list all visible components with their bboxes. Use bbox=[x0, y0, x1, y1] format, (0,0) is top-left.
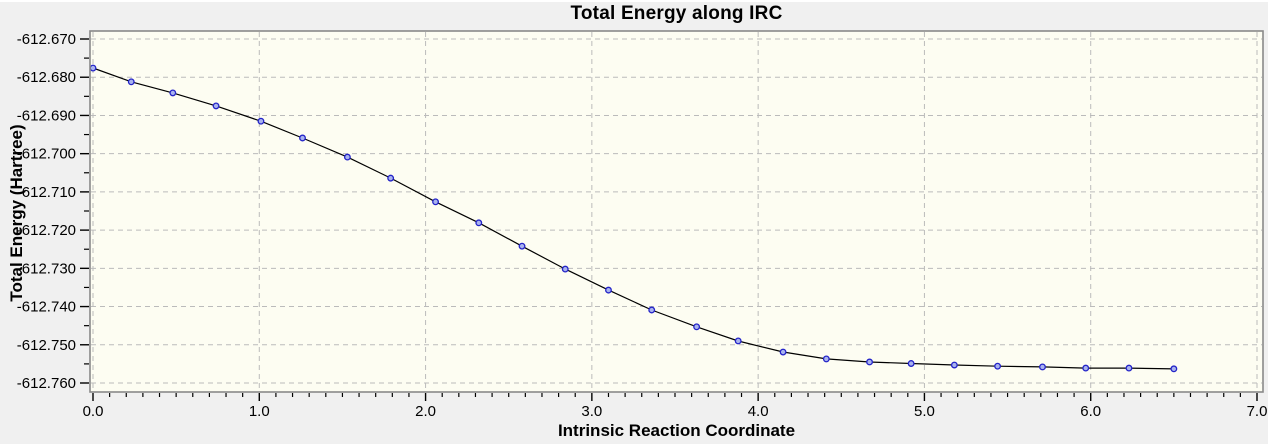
data-point-marker bbox=[432, 198, 439, 206]
chart-title: Total Energy along IRC bbox=[570, 3, 783, 24]
y-tick-label: -612.760 bbox=[17, 375, 76, 392]
data-point-marker bbox=[779, 348, 787, 356]
x-tick-label: 6.0 bbox=[1080, 403, 1101, 420]
x-tick-label: 1.0 bbox=[249, 403, 270, 420]
data-point-marker bbox=[212, 102, 220, 110]
data-point-marker bbox=[950, 361, 958, 369]
plot-area bbox=[90, 31, 1263, 392]
plot-border bbox=[89, 30, 1264, 393]
y-tick-label: -612.730 bbox=[17, 260, 76, 277]
x-tick-label: 0.0 bbox=[83, 403, 104, 420]
data-point-marker bbox=[1170, 365, 1178, 373]
y-tick-label: -612.710 bbox=[17, 184, 76, 201]
y-tick-label: -612.720 bbox=[17, 222, 76, 239]
x-tick-label: 3.0 bbox=[581, 403, 602, 420]
data-point-marker bbox=[734, 337, 742, 345]
data-point-marker bbox=[907, 360, 915, 367]
x-tick-label: 5.0 bbox=[914, 403, 935, 420]
data-point-marker bbox=[387, 174, 395, 182]
y-tick-label: -612.690 bbox=[17, 107, 76, 124]
data-point-marker bbox=[561, 265, 569, 273]
data-point-marker bbox=[605, 286, 612, 294]
y-tick-label: -612.740 bbox=[17, 299, 76, 316]
data-point-marker bbox=[89, 64, 97, 72]
y-tick-label: -612.750 bbox=[17, 337, 76, 354]
data-point-marker bbox=[127, 78, 135, 86]
y-tick-label: -612.680 bbox=[17, 69, 76, 86]
data-point-marker bbox=[866, 358, 874, 366]
x-tick-label: 4.0 bbox=[748, 403, 769, 420]
data-point-marker bbox=[1082, 364, 1090, 372]
y-tick-label: -612.700 bbox=[17, 146, 76, 163]
y-axis-title: Total Energy (Hartree) bbox=[7, 124, 26, 302]
data-point-marker bbox=[169, 89, 177, 97]
x-tick-label: 2.0 bbox=[415, 403, 436, 420]
data-point-marker bbox=[518, 242, 526, 250]
data-point-marker bbox=[994, 362, 1002, 370]
window-top-edge bbox=[0, 0, 1268, 2]
y-tick-label: -612.670 bbox=[17, 31, 76, 48]
data-point-marker bbox=[475, 219, 483, 227]
data-point-marker bbox=[1039, 363, 1046, 371]
x-tick-label: 7.0 bbox=[1247, 403, 1268, 420]
x-axis-title: Intrinsic Reaction Coordinate bbox=[557, 421, 796, 440]
data-point-marker bbox=[257, 117, 265, 125]
data-point-marker bbox=[822, 355, 830, 363]
data-point-marker bbox=[648, 306, 656, 314]
data-point-marker bbox=[693, 323, 701, 331]
data-point-marker bbox=[1125, 364, 1133, 372]
data-point-marker bbox=[299, 134, 306, 142]
energy-curve bbox=[92, 67, 1174, 370]
data-point-marker bbox=[343, 153, 351, 161]
